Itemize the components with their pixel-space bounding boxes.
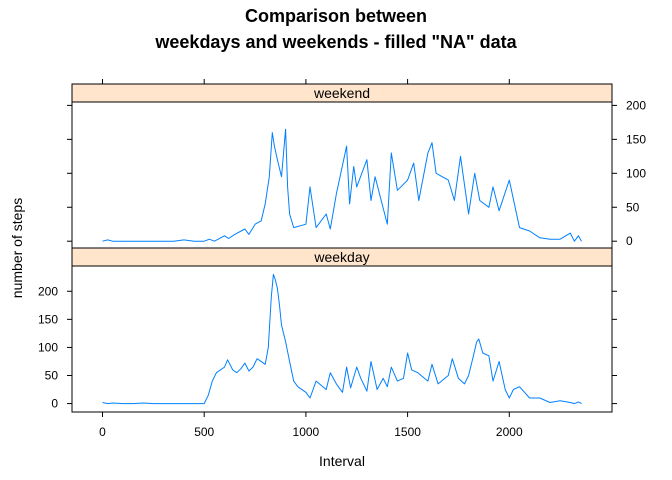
strip-label-weekend: weekend [313, 85, 370, 101]
x-tick-label: 0 [99, 425, 106, 439]
x-tick-label: 1500 [394, 425, 421, 439]
y-axis-label: number of steps [9, 198, 25, 298]
x-tick-label: 1000 [293, 425, 320, 439]
series-line-weekday [102, 273, 582, 405]
x-tick-label: 500 [194, 425, 214, 439]
y-tick-label-weekend: 50 [626, 200, 640, 214]
y-tick-label-weekend: 150 [626, 132, 646, 146]
panel-box-weekday [71, 265, 613, 413]
chart-title-line-2: weekdays and weekends - filled "NA" data [155, 32, 517, 52]
chart-title-line-1: Comparison between [244, 6, 428, 26]
y-tick-label-weekday: 0 [51, 397, 58, 411]
y-tick-label-weekday: 150 [38, 312, 58, 326]
y-tick-label-weekend: 100 [626, 166, 646, 180]
series-line-weekend [102, 128, 582, 242]
strip-label-weekday: weekday [313, 249, 369, 265]
y-tick-label-weekend: 200 [626, 98, 646, 112]
x-tick-label: 2000 [496, 425, 523, 439]
y-tick-label-weekend: 0 [626, 234, 633, 248]
x-axis-label: Interval [319, 453, 365, 469]
y-tick-label-weekday: 50 [45, 369, 59, 383]
y-tick-label-weekday: 100 [38, 340, 58, 354]
y-tick-label-weekday: 200 [38, 284, 58, 298]
panel-box-weekend [71, 101, 613, 249]
